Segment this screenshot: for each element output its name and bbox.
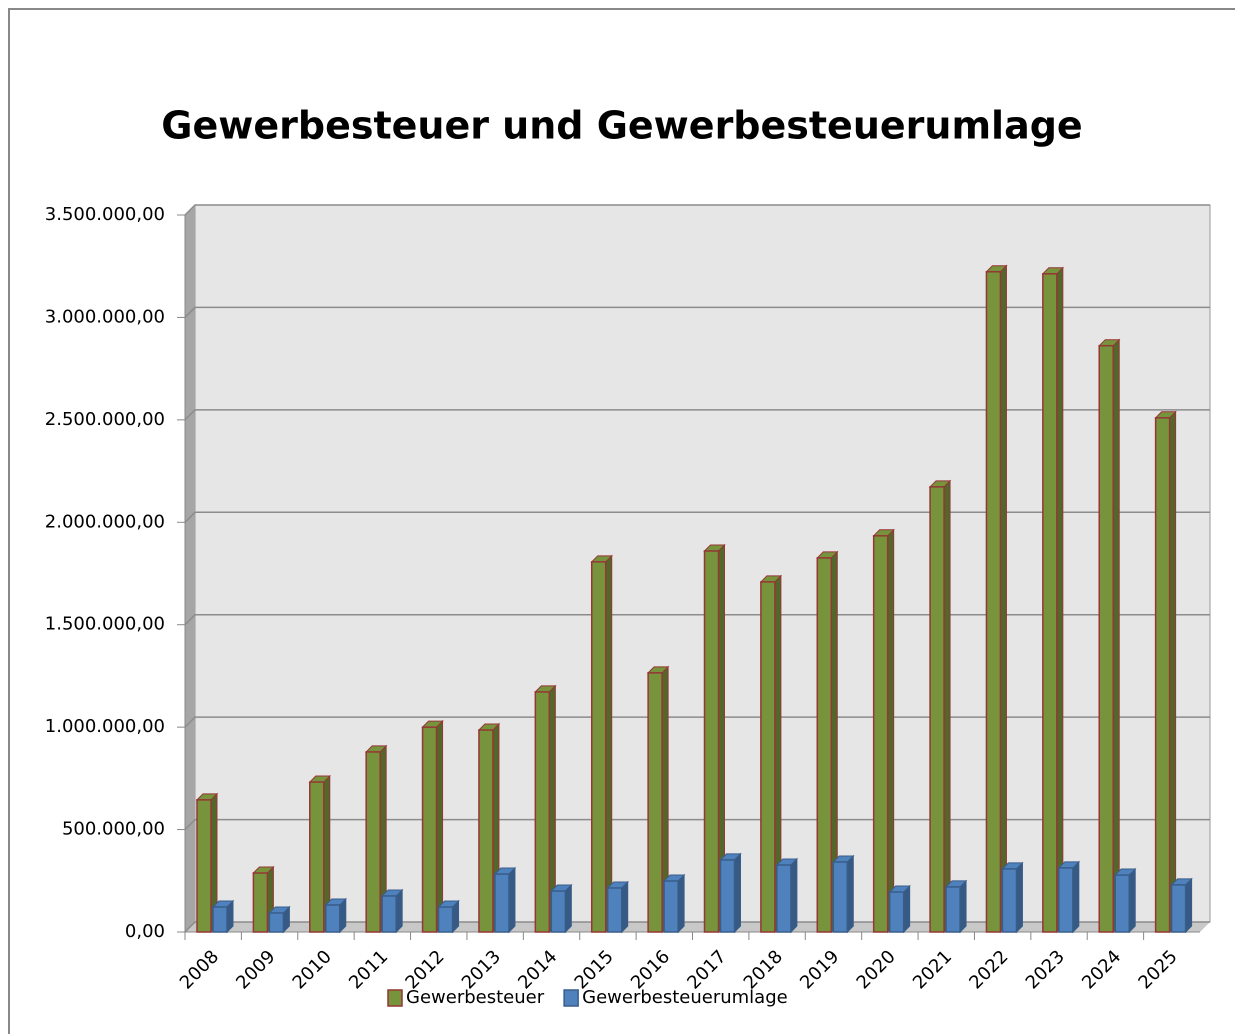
bar-side [395, 888, 403, 934]
bar-side [999, 264, 1007, 934]
bar [1098, 344, 1114, 933]
bar-side [1072, 860, 1080, 934]
grid-line [184, 204, 1210, 216]
bar [268, 912, 285, 933]
grid-line [184, 716, 1210, 728]
bar [1042, 273, 1058, 933]
bar-side [1015, 861, 1023, 934]
bar [252, 872, 269, 933]
y-tick-label: 3.500.000,00 [45, 204, 165, 225]
grid-line [184, 511, 1210, 523]
bar-side [1056, 266, 1064, 934]
y-tick-label: 2.500.000,00 [45, 409, 165, 430]
bar-side [790, 857, 798, 934]
bar [381, 895, 397, 933]
y-tick-label: 3.000.000,00 [45, 306, 165, 327]
bar [945, 886, 961, 933]
bar-side [887, 528, 895, 934]
bar [196, 799, 212, 933]
bar [760, 581, 776, 933]
bar-side [436, 719, 444, 934]
bar-side [1112, 338, 1120, 934]
bar [590, 561, 607, 933]
bar [985, 270, 1002, 933]
bar-side [1169, 410, 1177, 934]
bar-side [903, 884, 911, 934]
bar-side [677, 873, 685, 934]
y-tick-label: 1.500.000,00 [45, 614, 165, 635]
bar [478, 729, 494, 933]
bar [437, 906, 454, 933]
legend-label: Gewerbesteuer [406, 987, 545, 1008]
bar [494, 873, 510, 933]
grid-line [184, 921, 1210, 933]
bar [365, 751, 381, 933]
bar-side [508, 866, 516, 934]
grid-line [184, 306, 1210, 318]
bar [325, 904, 341, 933]
bar [816, 557, 833, 933]
bar [606, 887, 623, 933]
bar [1114, 874, 1130, 933]
bar [776, 864, 792, 933]
bar-side [564, 883, 572, 934]
bar [703, 550, 720, 933]
bar-side [605, 554, 613, 934]
bar [719, 859, 736, 933]
bar [212, 906, 228, 933]
legend-label: Gewerbesteuerumlage [582, 987, 788, 1008]
side-wall [185, 205, 195, 932]
bar [872, 535, 889, 933]
bar-side [959, 879, 967, 934]
bar [1154, 417, 1171, 933]
bar [550, 890, 567, 933]
bar-side [1185, 877, 1193, 934]
bar-side [846, 854, 854, 934]
bar [1058, 867, 1074, 933]
chart-title: Gewerbesteuer und Gewerbesteuerumlage [161, 104, 1082, 148]
bar [663, 880, 679, 933]
grid-line [184, 818, 1210, 831]
bar-side [1128, 867, 1136, 934]
grid-line [184, 409, 1210, 421]
bar [309, 781, 325, 933]
y-tick-label: 500.000,00 [62, 819, 165, 840]
y-tick-label: 0,00 [125, 921, 165, 942]
bar [1001, 868, 1018, 933]
bar-side [734, 852, 741, 934]
bar [929, 486, 945, 933]
grid-line [184, 613, 1210, 626]
bar [888, 891, 905, 933]
legend-swatch [563, 989, 579, 1007]
bar [534, 691, 551, 933]
bar [1170, 884, 1187, 933]
bar-side [943, 479, 951, 934]
bar [647, 672, 663, 933]
legend-swatch [387, 989, 403, 1007]
y-tick-label: 2.000.000,00 [45, 511, 165, 532]
bar-side [621, 880, 629, 934]
bar [832, 861, 849, 933]
y-tick-label: 1.000.000,00 [45, 716, 165, 737]
bar [421, 726, 438, 933]
